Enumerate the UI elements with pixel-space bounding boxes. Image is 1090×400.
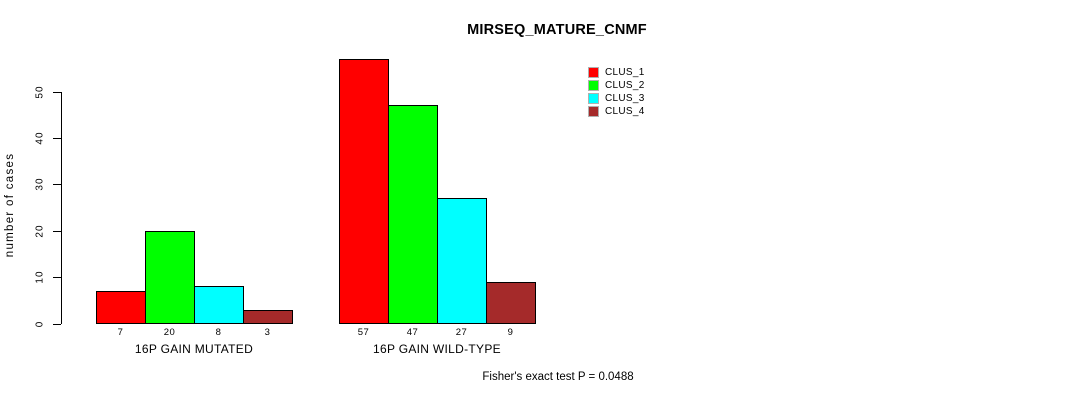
bar-CLUS_1: [96, 291, 146, 325]
y-tick-label: 30: [34, 177, 46, 191]
y-tick-label: 20: [34, 224, 46, 238]
bar-value-label: 20: [163, 327, 176, 338]
bar-value-label: 7: [117, 327, 124, 338]
y-axis-tick: [53, 323, 61, 325]
annotation-text: Fisher's exact test P = 0.0488: [482, 371, 634, 383]
legend-item: CLUS_4: [588, 105, 645, 118]
bar-value-label: 3: [264, 327, 271, 338]
legend-item: CLUS_2: [588, 79, 645, 92]
legend-color-swatch-icon: [588, 80, 599, 91]
legend-item: CLUS_3: [588, 92, 645, 105]
y-axis-tick: [53, 137, 61, 139]
chart-title: MIRSEQ_MATURE_CNMF: [467, 22, 647, 38]
legend-item: CLUS_1: [588, 66, 645, 79]
bar-CLUS_4: [486, 281, 536, 325]
bar-CLUS_1: [339, 59, 389, 325]
x-category-label: 16P GAIN MUTATED: [134, 342, 254, 356]
bar-CLUS_3: [194, 286, 244, 325]
bar-value-label: 57: [357, 327, 370, 338]
bar-CLUS_4: [243, 309, 293, 325]
y-tick-label: 10: [34, 270, 46, 284]
y-tick-label: 40: [34, 131, 46, 145]
y-axis-line: [61, 91, 62, 324]
legend-color-swatch-icon: [588, 67, 599, 78]
bar-CLUS_2: [388, 105, 438, 325]
y-axis-tick: [53, 277, 61, 279]
y-axis-tick: [53, 230, 61, 232]
legend-label: CLUS_2: [605, 80, 645, 91]
legend-color-swatch-icon: [588, 93, 599, 104]
bar-value-label: 47: [406, 327, 419, 338]
legend-color-swatch-icon: [588, 106, 599, 117]
bar-CLUS_3: [437, 198, 487, 325]
legend-label: CLUS_3: [605, 93, 645, 104]
y-axis-tick: [53, 184, 61, 186]
y-axis-title: number of cases: [4, 152, 16, 258]
bar-value-label: 27: [455, 327, 468, 338]
y-tick-label: 0: [34, 320, 46, 327]
legend: CLUS_1 CLUS_2 CLUS_3 CLUS_4: [588, 66, 645, 118]
y-axis-tick: [53, 91, 61, 93]
y-tick-label: 50: [34, 84, 46, 99]
bar-value-label: 9: [507, 327, 514, 338]
bar-value-label: 8: [215, 327, 222, 338]
bar-CLUS_2: [145, 230, 195, 325]
legend-label: CLUS_1: [605, 67, 645, 78]
x-category-label: 16P GAIN WILD-TYPE: [373, 342, 501, 356]
legend-label: CLUS_4: [605, 106, 645, 117]
